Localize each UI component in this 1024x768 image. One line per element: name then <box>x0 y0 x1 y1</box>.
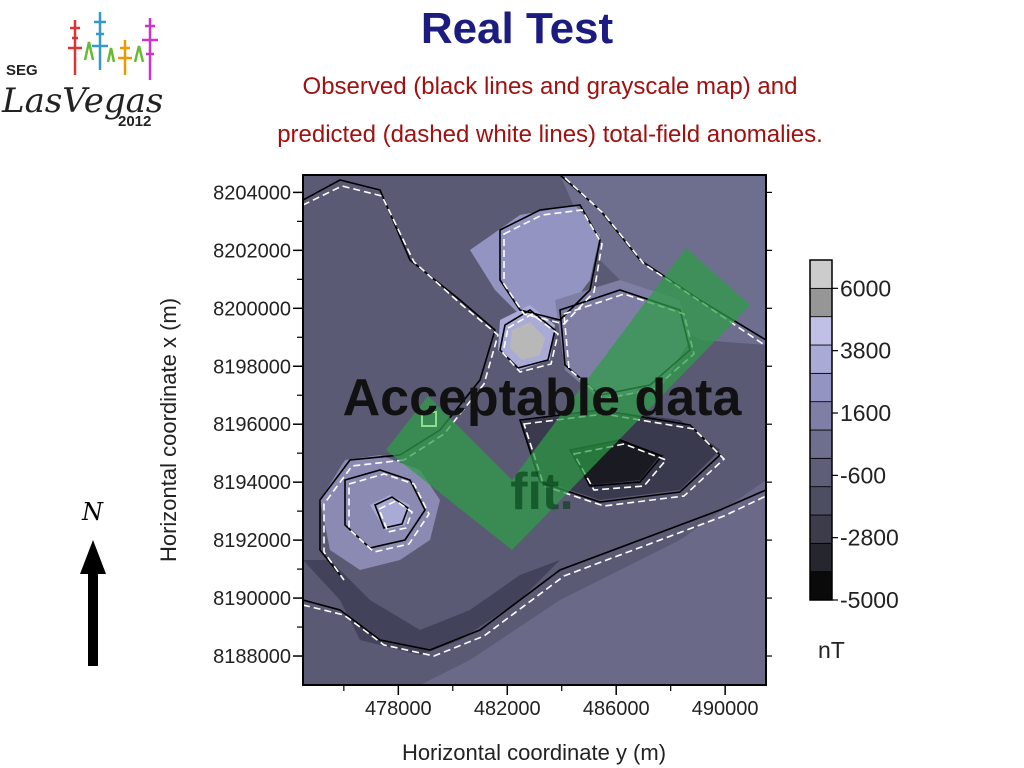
colorbar-swatch <box>809 344 833 374</box>
colorbar-swatch <box>809 316 833 346</box>
colorbar-swatch <box>809 486 833 516</box>
check-mark-icon <box>386 248 750 550</box>
colorbar-swatch <box>809 287 833 318</box>
subtitle-line-2: predicted (dashed white lines) total-fie… <box>277 121 823 148</box>
subtitle-line-1: Observed (black lines and grayscale map)… <box>302 73 798 100</box>
colorbar-tick-label: -2800 <box>840 525 899 551</box>
x-tick-label: 482000 <box>474 698 541 720</box>
y-tick-label: 8194000 <box>213 472 291 494</box>
y-axis: 8188000 8190000 8192000 8194000 8196000 81980… <box>213 182 772 668</box>
colorbar-tick-label: 3800 <box>840 338 891 364</box>
page-title: Real Test <box>420 4 614 53</box>
y-tick-label: 8196000 <box>213 414 291 436</box>
north-label: N <box>82 498 103 526</box>
colorbar-swatch <box>809 457 833 488</box>
colorbar-swatch <box>809 514 833 544</box>
y-tick-label: 8202000 <box>213 240 291 262</box>
colorbar-tick-label: -600 <box>840 462 886 488</box>
x-tick-label: 478000 <box>365 698 432 720</box>
y-tick-label: 8192000 <box>213 530 291 552</box>
colorbar-swatch <box>809 571 833 601</box>
y-tick-label: 8190000 <box>213 588 291 610</box>
fit-annotation: Acceptable data fit. <box>322 368 762 522</box>
colorbar-unit-label: nT <box>818 637 845 663</box>
y-tick-label: 8204000 <box>213 182 291 204</box>
colorbar-swatch <box>809 372 833 403</box>
colorbar-tick-label: 6000 <box>840 275 891 301</box>
x-tick-label: 486000 <box>583 698 650 720</box>
logo-city-text: LasVegas <box>1 81 163 121</box>
plot-frame <box>302 174 767 686</box>
colorbar-tick-label: 1600 <box>840 400 891 426</box>
fit-annotation-line-1: Acceptable data <box>342 369 742 427</box>
y-tick-label: 8198000 <box>213 356 291 378</box>
y-tick-label: 8188000 <box>213 646 291 668</box>
north-arrow-icon <box>80 540 106 666</box>
small-square-marker <box>421 411 437 427</box>
colorbar-frame <box>809 259 833 601</box>
logo-year-text: 2012 <box>118 113 151 130</box>
colorbar-tick-label: -5000 <box>840 587 899 613</box>
colorbar-swatch <box>809 542 833 573</box>
x-axis: 478000 482000 486000 490000 <box>343 685 759 720</box>
logo-seg-text: SEG <box>6 62 38 79</box>
seg-las-vegas-logo: SEG LasVegas 2012 <box>1 12 163 130</box>
colorbar-swatch <box>809 401 833 431</box>
x-axis-label: Horizontal coordinate y (m) <box>402 740 666 765</box>
colorbar: 6000 3800 1600 -600 -2800 -5000 <box>809 259 899 613</box>
colorbar-swatch <box>809 429 833 459</box>
fit-annotation-line-2: fit. <box>510 463 574 521</box>
colorbar-swatch <box>809 259 833 289</box>
x-tick-label: 490000 <box>692 698 759 720</box>
y-axis-label: Horizontal coordinate x (m) <box>156 298 181 562</box>
y-tick-label: 8200000 <box>213 298 291 320</box>
